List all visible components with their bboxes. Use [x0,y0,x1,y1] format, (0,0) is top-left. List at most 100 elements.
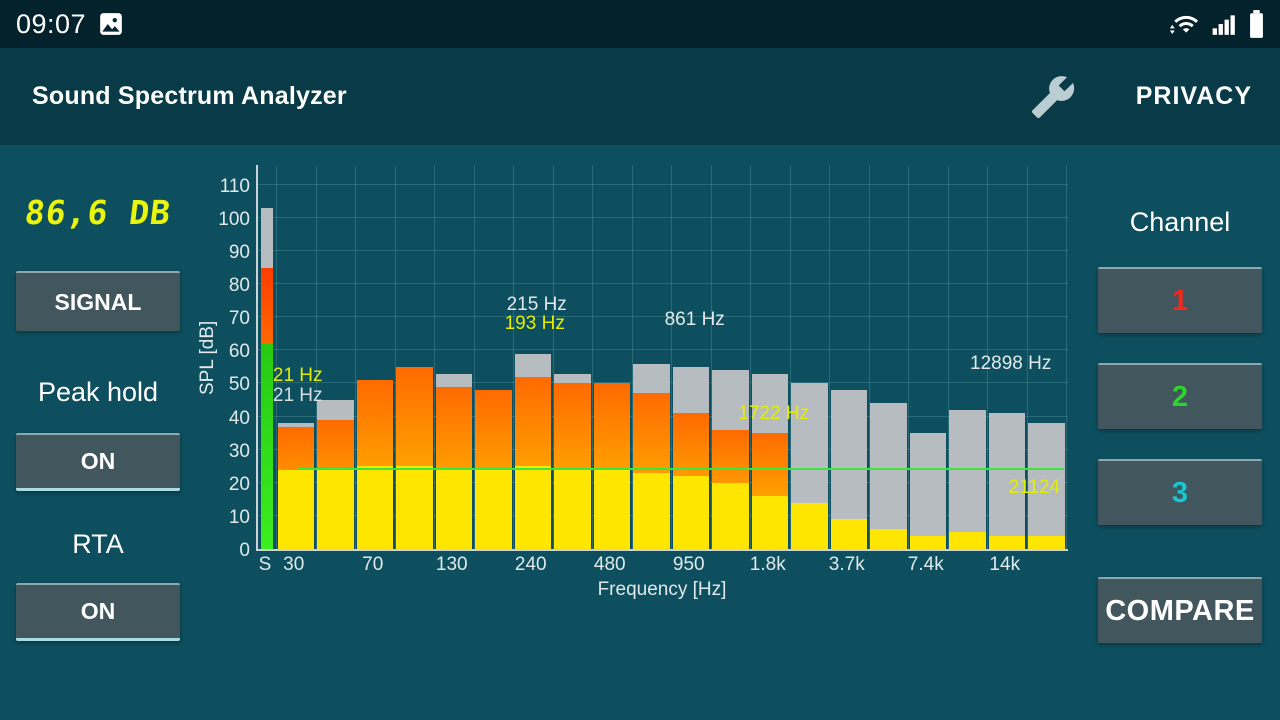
spectrum-bar-instant [396,466,433,549]
gridline-v [434,165,435,549]
gridline-v [868,165,870,549]
frequency-annotation: 1722 Hz [738,402,810,424]
gridline-v [355,165,356,549]
y-axis: 0 10 20 30 40 50 60 70 80 90 100 110 [218,165,256,561]
photo-notification-icon [100,13,122,35]
peak-hold-label: Peak hold [37,377,159,407]
spl-level-readout: 86,6 DB [22,193,174,232]
channel-3-button[interactable]: 3 [1098,459,1262,525]
spectrum-bar-instant [633,472,670,549]
spectrum-bar-instant [672,476,709,549]
y-tick-label: 20 [228,473,250,495]
status-bar-right [1169,10,1264,38]
frequency-annotation: 21124 [1008,477,1061,499]
gridline-v [592,165,593,549]
peak-hold-toggle[interactable]: ON [16,433,180,491]
channel-2-button[interactable]: 2 [1098,363,1262,429]
gridline-v [1026,165,1028,549]
spectrum-bar-instant [751,496,788,549]
y-tick-label: 0 [239,540,250,561]
y-tick-label: 90 [228,242,250,264]
plot-area[interactable]: 21 Hz 21 Hz 215 Hz 193 Hz 861 Hz 1722 Hz 12898… [256,165,1068,551]
status-bar-left: 09:07 [16,9,124,40]
x-tick-label: 70 [362,554,384,575]
x-tick-label: 480 [593,554,626,575]
main-content: 86,6 DB SIGNAL Peak hold ON RTA ON SPL [… [0,145,1280,720]
x-tick-label: 7.4k [907,554,944,575]
spectrum-bar-peak [1028,423,1065,549]
gridline-v [789,165,791,549]
gridline-v [671,165,672,549]
gridline-h [258,283,1068,285]
gridline-h [258,316,1068,318]
frequency-annotation: 21 Hz [272,364,323,386]
channel-label: Channel [1129,207,1231,237]
channel-1-button[interactable]: 1 [1098,267,1262,333]
chart-row: SPL [dB] 0 10 20 30 40 50 60 70 80 90 100 110 21 Hz… [196,165,1068,561]
cellular-signal-icon [1212,15,1235,35]
spectrum-bar-instant [712,482,749,549]
x-axis: S 30 70 130 240 480 950 1.8k 3.7k 7.4k 14k [256,551,1068,577]
y-tick-label: 60 [228,341,250,363]
spectrum-chart: SPL [dB] 0 10 20 30 40 50 60 70 80 90 100 110 21 Hz… [196,145,1080,720]
settings-wrench-icon[interactable] [1030,74,1076,120]
compare-button[interactable]: COMPARE [1098,577,1262,643]
left-control-panel: 86,6 DB SIGNAL Peak hold ON RTA ON [0,145,196,720]
spectrum-bar-peak [870,403,907,549]
spectrum-bar-instant [277,469,314,549]
gridline-h [258,250,1068,252]
x-tick-label: 14k [989,554,1021,575]
signal-button[interactable]: SIGNAL [16,271,180,331]
frequency-annotation: 215 Hz [506,293,567,315]
y-axis-label: SPL [dB] [197,320,218,396]
x-tick-label: S [258,554,272,575]
gridline-v [552,165,554,549]
status-bar: 09:07 [0,0,1280,48]
gridline-v [513,165,514,549]
gridline-h [258,183,1068,185]
x-tick-label: 240 [514,554,547,575]
gridline-v [315,165,317,549]
frequency-annotation: 193 Hz [504,313,565,335]
battery-icon [1250,10,1263,38]
spectrum-bar-instant [830,519,867,549]
gridline-v [710,165,712,549]
gridline-v [947,165,949,549]
spectrum-bar-instant [317,469,354,549]
gridline-v [750,165,751,549]
spectrum-bar-instant [870,529,907,549]
spectrum-bar-instant [949,532,986,549]
x-tick-label: 130 [435,554,468,575]
gridline-v [829,165,830,549]
app-title: Sound Spectrum Analyzer [32,82,347,110]
spectrum-bar-instant [554,469,591,549]
y-tick-label: 40 [228,407,250,429]
y-tick-label: 70 [228,308,250,330]
spectrum-bar-instant [593,469,630,549]
spectrum-bar-instant [475,469,512,549]
x-axis-label: Frequency [Hz] [597,579,727,600]
frequency-annotation: 21 Hz [272,384,323,406]
threshold-line [297,467,1064,470]
rta-toggle[interactable]: ON [16,583,180,641]
gridline-v [631,165,633,549]
spectrum-bar-instant [1028,535,1065,549]
x-tick-label: 3.7k [828,554,865,575]
spectrum-bar-instant [988,535,1025,549]
frequency-annotation: 12898 Hz [970,353,1052,375]
wifi-icon [1169,15,1199,34]
gridline-v [908,165,909,549]
spectrum-bar-instant [909,535,946,549]
privacy-button[interactable]: PRIVACY [1134,74,1254,119]
x-tick-label: 30 [283,554,305,575]
gridline-h [258,349,1068,351]
spectrum-bar-instant [356,466,393,549]
rta-label: RTA [72,529,124,559]
signal-bar-level [261,343,273,549]
y-tick-label: 110 [219,175,250,197]
gridline-v [276,165,277,549]
gridline-v [394,165,396,549]
gridline-h [258,216,1068,218]
spectrum-bar-instant [791,502,828,549]
